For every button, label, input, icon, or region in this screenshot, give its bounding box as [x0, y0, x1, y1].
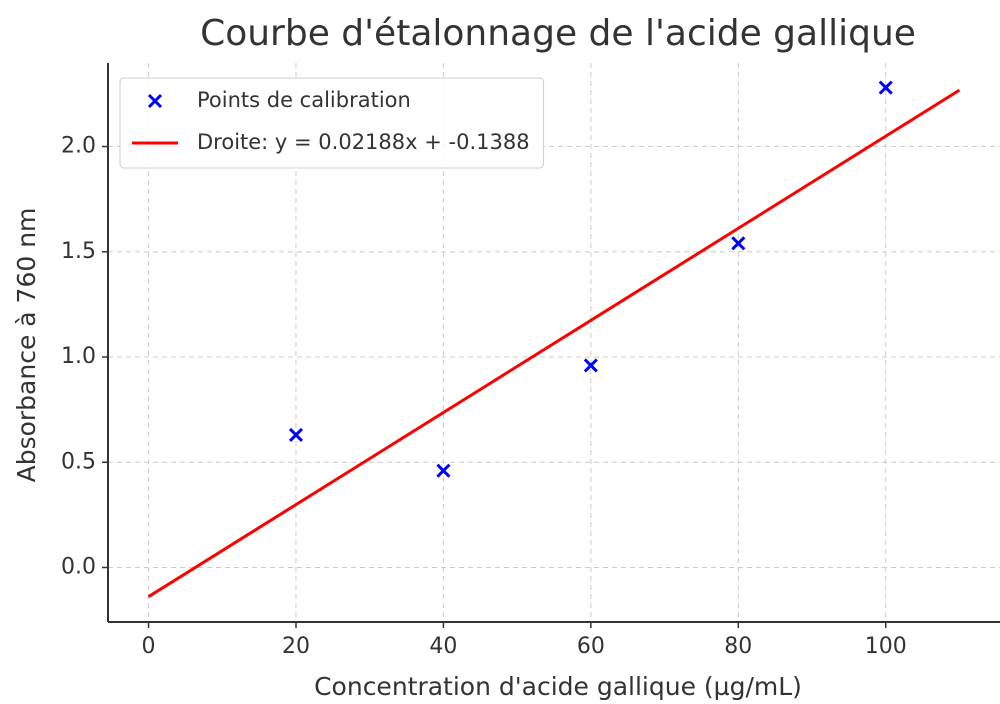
x-tick-label: 60 — [577, 634, 605, 659]
y-tick-label: 2.0 — [61, 134, 96, 159]
legend: Points de calibration Droite: y = 0.02188… — [119, 77, 545, 169]
y-tick-label: 1.5 — [61, 239, 96, 264]
chart-title: Courbe d'étalonnage de l'acide gallique — [200, 13, 916, 54]
x-tick-label: 80 — [724, 634, 752, 659]
legend-box — [119, 77, 545, 169]
x-tick-label: 40 — [429, 634, 457, 659]
scatter-point — [878, 80, 893, 95]
scatter-point — [583, 358, 598, 373]
x-axis-label: Concentration d'acide gallique (µg/mL) — [314, 672, 802, 701]
scatter-point — [731, 236, 746, 251]
x-tick-label: 100 — [865, 634, 907, 659]
y-tick-label: 0.0 — [61, 554, 96, 579]
scatter-point — [288, 427, 304, 442]
legend-label: Points de calibration — [197, 88, 411, 112]
legend-swatch — [147, 93, 163, 109]
legend-label: Droite: y = 0.02188x + -0.1388 — [197, 130, 530, 154]
x-tick-label: 0 — [142, 634, 156, 659]
y-tick-label: 1.0 — [61, 344, 96, 369]
scatter-point — [436, 463, 451, 478]
y-axis-label: Absorbance à 760 nm — [12, 208, 41, 483]
y-tick-label: 0.5 — [61, 449, 96, 474]
fit-line — [147, 88, 961, 598]
x-tick-label: 20 — [282, 634, 310, 659]
